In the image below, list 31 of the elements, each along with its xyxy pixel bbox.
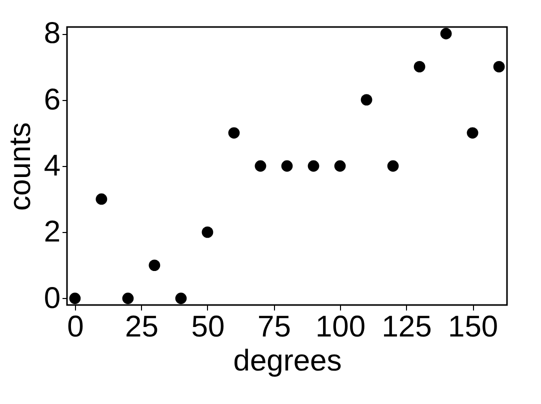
x-tick-label: 25 [125,310,158,344]
point [387,160,399,172]
point [440,28,452,40]
y-axis-title: counts [4,122,37,211]
x-tick-label: 75 [258,310,291,344]
point [360,94,372,106]
x-tick-label: 100 [315,310,366,344]
y-tick-label: 0 [44,282,60,315]
y-tick-label: 2 [44,216,60,249]
point [69,292,81,304]
point [334,160,346,172]
point [228,127,240,139]
y-tick-label: 6 [44,83,60,116]
point [466,127,478,139]
x-tick-label: 125 [382,310,432,344]
point [493,61,505,72]
point [96,193,108,205]
x-tick-label: 50 [191,310,225,344]
x-tick-label: 0 [67,310,84,344]
point [122,292,134,304]
point [148,260,160,271]
y-tick-label: 8 [44,17,60,50]
point [414,61,426,72]
point [254,160,266,172]
y-tick-label: 4 [44,150,60,182]
point [202,226,214,238]
point [281,160,293,172]
point [308,160,320,172]
x-axis-title: degrees [233,344,342,378]
point [175,292,187,304]
x-tick-label: 150 [448,310,498,344]
